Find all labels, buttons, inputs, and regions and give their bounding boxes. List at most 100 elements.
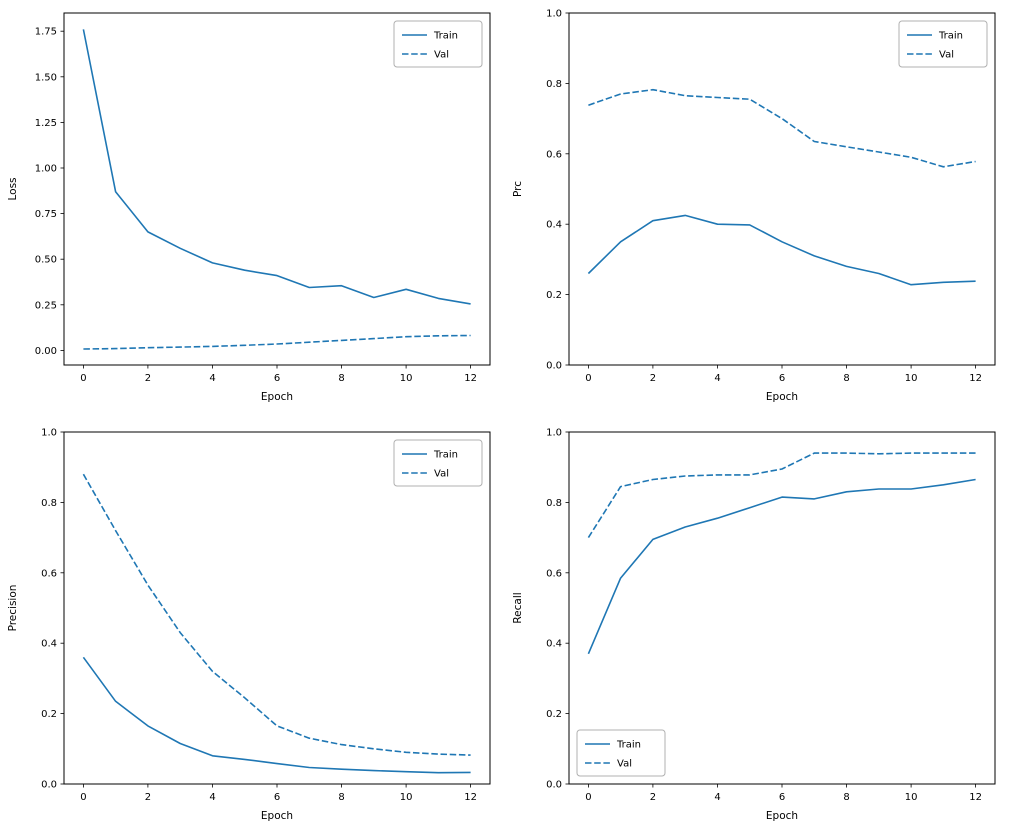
y-tick-label: 1.0 — [546, 9, 562, 20]
x-axis: 0 2 4 6 8 10 12 — [585, 784, 982, 803]
x-tick-label: 8 — [843, 373, 849, 384]
legend: Train Val — [898, 20, 988, 68]
legend-box — [898, 20, 988, 68]
x-tick-label: 4 — [209, 373, 215, 384]
y-tick-label: 0.2 — [546, 290, 562, 301]
x-axis: 0 2 4 6 8 10 12 — [585, 365, 982, 384]
legend-val-label: Val — [939, 50, 954, 61]
legend-box — [576, 729, 666, 777]
y-tick-label: 0.4 — [546, 220, 562, 231]
y-tick-label: 1.25 — [35, 118, 57, 129]
x-tick-label: 12 — [969, 373, 982, 384]
x-axis-label: Epoch — [261, 391, 293, 403]
x-tick-label: 8 — [338, 373, 344, 384]
y-axis-label: Precision — [7, 585, 19, 632]
y-tick-label: 1.0 — [546, 428, 562, 439]
y-tick-label: 0.4 — [546, 639, 562, 650]
loss-chart: 0 2 4 6 8 10 12 0.00 0.25 0.50 0.75 1.00 1.25 1.50 1.7… — [0, 0, 505, 419]
legend-train-label: Train — [433, 450, 458, 461]
x-tick-label: 4 — [714, 792, 720, 803]
x-tick-label: 0 — [585, 792, 591, 803]
chart-svg: 0 2 4 6 8 10 12 0.0 0.2 0.4 0.6 0.8 1.0 Epoch Precisio… — [7, 428, 491, 822]
x-tick-label: 4 — [209, 792, 215, 803]
y-axis: 0.0 0.2 0.4 0.6 0.8 1.0 — [546, 428, 569, 791]
y-tick-label: 0.6 — [546, 149, 562, 160]
x-tick-label: 12 — [464, 373, 477, 384]
legend: Train Val — [393, 20, 483, 68]
legend: Train Val — [576, 729, 666, 777]
x-tick-label: 6 — [274, 373, 280, 384]
y-tick-label: 0.8 — [41, 498, 57, 509]
y-axis: 0.00 0.25 0.50 0.75 1.00 1.25 1.50 1.75 — [35, 27, 64, 357]
series-train-line — [82, 656, 471, 774]
x-tick-label: 12 — [969, 792, 982, 803]
recall-chart: 0 2 4 6 8 10 12 0.0 0.2 0.4 0.6 0.8 1.0 Epoch Recall Tr… — [505, 419, 1010, 838]
y-axis: 0.0 0.2 0.4 0.6 0.8 1.0 — [41, 428, 64, 791]
x-tick-label: 10 — [400, 792, 413, 803]
x-tick-label: 0 — [80, 792, 86, 803]
x-tick-label: 6 — [274, 792, 280, 803]
series-train-line — [587, 214, 976, 286]
x-tick-label: 10 — [905, 792, 918, 803]
x-axis: 0 2 4 6 8 10 12 — [80, 784, 477, 803]
y-tick-label: 1.50 — [35, 72, 57, 83]
x-tick-label: 2 — [650, 373, 656, 384]
legend-train-label: Train — [938, 31, 963, 42]
y-tick-label: 0.2 — [546, 709, 562, 720]
y-tick-label: 0.0 — [546, 780, 562, 791]
y-tick-label: 0.6 — [41, 568, 57, 579]
precision-chart: 0 2 4 6 8 10 12 0.0 0.2 0.4 0.6 0.8 1.0 Epoch Precisio… — [0, 419, 505, 838]
y-tick-label: 1.75 — [35, 27, 57, 38]
x-tick-label: 6 — [779, 792, 785, 803]
series-train-line — [587, 478, 976, 655]
legend-val-label: Val — [617, 759, 632, 770]
y-tick-label: 0.4 — [41, 639, 57, 650]
y-tick-label: 0.75 — [35, 209, 57, 220]
y-tick-label: 1.00 — [35, 164, 57, 175]
legend-val-label: Val — [434, 50, 449, 61]
y-tick-label: 0.00 — [35, 346, 57, 357]
x-tick-label: 0 — [80, 373, 86, 384]
legend-train-label: Train — [616, 740, 641, 751]
legend: Train Val — [393, 439, 483, 487]
series-val-line — [587, 452, 976, 539]
chart-svg: 0 2 4 6 8 10 12 0.0 0.2 0.4 0.6 0.8 1.0 Epoch Recall Tr… — [512, 428, 996, 822]
y-tick-label: 0.8 — [546, 498, 562, 509]
y-tick-label: 0.0 — [41, 780, 57, 791]
x-tick-label: 2 — [145, 373, 151, 384]
series-val-line — [83, 334, 471, 350]
series-train-line — [82, 29, 471, 305]
prc-chart: 0 2 4 6 8 10 12 0.0 0.2 0.4 0.6 0.8 1.0 Epoch Prc Train… — [505, 0, 1010, 419]
y-axis: 0.0 0.2 0.4 0.6 0.8 1.0 — [546, 9, 569, 372]
y-axis-label: Prc — [512, 181, 524, 197]
x-tick-label: 10 — [905, 373, 918, 384]
chart-svg: 0 2 4 6 8 10 12 0.00 0.25 0.50 0.75 1.00 1.25 1.50 1.7… — [7, 12, 491, 403]
legend-val-label: Val — [434, 469, 449, 480]
chart-svg: 0 2 4 6 8 10 12 0.0 0.2 0.4 0.6 0.8 1.0 Epoch Prc Train… — [512, 9, 996, 403]
x-tick-label: 2 — [650, 792, 656, 803]
y-axis-label: Loss — [7, 177, 19, 200]
y-tick-label: 0.50 — [35, 255, 57, 266]
legend-box — [393, 20, 483, 68]
x-tick-label: 10 — [400, 373, 413, 384]
legend-train-label: Train — [433, 31, 458, 42]
x-tick-label: 0 — [585, 373, 591, 384]
y-axis-label: Recall — [512, 592, 524, 623]
y-tick-label: 1.0 — [41, 428, 57, 439]
y-tick-label: 0.6 — [546, 568, 562, 579]
x-tick-label: 4 — [714, 373, 720, 384]
x-axis-label: Epoch — [261, 810, 293, 822]
y-tick-label: 0.8 — [546, 79, 562, 90]
x-axis-label: Epoch — [766, 391, 798, 403]
series-val-line — [82, 473, 471, 756]
x-axis-label: Epoch — [766, 810, 798, 822]
y-tick-label: 0.0 — [546, 361, 562, 372]
y-tick-label: 0.25 — [35, 300, 57, 311]
x-tick-label: 2 — [145, 792, 151, 803]
x-tick-label: 12 — [464, 792, 477, 803]
x-tick-label: 8 — [338, 792, 344, 803]
x-axis: 0 2 4 6 8 10 12 — [80, 365, 477, 384]
x-tick-label: 8 — [843, 792, 849, 803]
series-val-line — [588, 88, 976, 168]
